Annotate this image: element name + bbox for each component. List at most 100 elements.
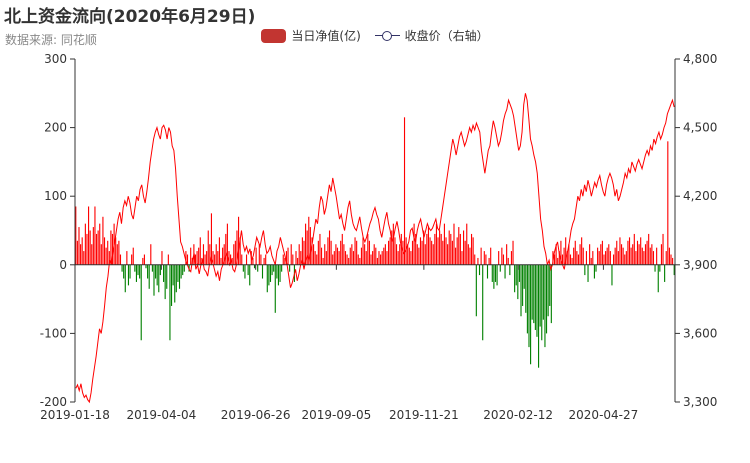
bar-mark [470, 233, 473, 265]
right-tick-label: 4,500 [683, 121, 717, 135]
bar-mark [155, 264, 157, 279]
bar-mark [83, 251, 85, 265]
bar-mark [239, 237, 241, 265]
bar-mark [223, 244, 225, 265]
bar-mark [644, 244, 647, 265]
axes: -200 -100 0 100 200 300 3,300 3,600 3,900 4,200 4,… [40, 52, 718, 422]
bar-mark [530, 264, 532, 365]
bar-mark [285, 251, 287, 265]
bar-mark [547, 264, 549, 317]
bar-mark [660, 244, 662, 265]
bar-mark [118, 240, 120, 265]
bar-mark [432, 244, 434, 265]
bar-mark [502, 254, 505, 265]
bar-mark [266, 264, 268, 293]
bar-mark [510, 251, 512, 265]
bar-mark [161, 251, 163, 265]
bar-mark [376, 257, 378, 265]
bar-mark [483, 251, 485, 265]
bar-mark [175, 264, 177, 293]
bar-mark [305, 223, 307, 265]
bar-mark [512, 240, 514, 265]
bar-mark [620, 244, 623, 265]
right-tick-label: 3,900 [683, 258, 717, 272]
bar-mark [501, 247, 503, 265]
bar-mark [440, 233, 442, 265]
bar-mark [76, 240, 78, 265]
bar-mark [584, 264, 586, 276]
bar-mark [247, 264, 249, 276]
bar-mark [309, 227, 311, 265]
bar-mark [389, 237, 391, 265]
bar-mark [504, 264, 506, 279]
bar-mark [375, 247, 377, 265]
bar-mark [482, 264, 484, 341]
left-tick-label: 100 [44, 189, 67, 203]
bar-mark [566, 251, 568, 265]
bar-mark [182, 264, 184, 276]
bar-mark [143, 254, 145, 265]
bar-mark [533, 264, 535, 324]
bar-mark [97, 230, 99, 265]
bar-mark [573, 247, 575, 265]
legend-bar-label: 当日净值(亿) [291, 29, 361, 43]
left-tick-label: 300 [44, 52, 67, 66]
bar-mark [220, 257, 222, 265]
bar-mark [338, 251, 340, 265]
bar-mark [395, 244, 398, 265]
bar-mark [163, 264, 165, 282]
bar-mark [204, 254, 206, 265]
bar-mark [531, 264, 533, 320]
x-tick-label: 2019-11-21 [389, 408, 459, 422]
bar-mark [241, 254, 243, 265]
bar-mark [137, 264, 139, 276]
bar-mark [170, 264, 173, 306]
bar-mark [437, 237, 439, 265]
bar-mark [480, 247, 482, 265]
bar-mark [370, 254, 372, 265]
bar-mark [292, 254, 294, 265]
bar-mark [496, 264, 498, 286]
bar-mark [116, 244, 118, 265]
bar-mark [517, 264, 519, 300]
bar-mark [95, 233, 98, 265]
bar-mark [151, 264, 153, 272]
bar-mark [268, 264, 270, 286]
bar-mark [360, 247, 362, 265]
bar-mark [494, 264, 497, 282]
bar-mark [335, 244, 337, 265]
bar-mark [514, 264, 516, 293]
bar-mark [413, 223, 415, 265]
bar-mark [121, 264, 123, 272]
bar-mark [169, 264, 171, 341]
bar-mark [80, 244, 82, 265]
bar-mark [244, 264, 246, 279]
legend-item-line[interactable]: 收盘价（右轴） [374, 27, 489, 44]
close-price-line [75, 93, 675, 404]
bar-mark [202, 244, 205, 265]
bar-mark [172, 264, 174, 286]
legend-item-bar[interactable]: 当日净值(亿) [261, 27, 361, 44]
bar-mark [632, 244, 634, 265]
bar-mark [493, 264, 495, 289]
bar-mark [373, 244, 375, 265]
bar-mark [388, 240, 390, 265]
bar-mark [397, 251, 399, 265]
bar-mark [159, 264, 161, 276]
bar-mark [649, 247, 651, 265]
bar-mark [424, 244, 426, 265]
bar-mark [344, 251, 347, 265]
bar-mark [84, 223, 86, 265]
bar-mark [301, 237, 303, 265]
legend-line-label: 收盘价（右轴） [404, 29, 489, 43]
bar-mark [410, 251, 412, 265]
bar-mark [582, 247, 584, 265]
bar-mark [611, 264, 613, 286]
bar-mark [486, 264, 489, 279]
bar-mark [659, 264, 661, 272]
bar-mark [636, 240, 639, 265]
bar-mark [253, 264, 256, 269]
bar-mark [129, 264, 131, 279]
bar-mark [75, 206, 77, 265]
bar-mark [601, 240, 603, 265]
